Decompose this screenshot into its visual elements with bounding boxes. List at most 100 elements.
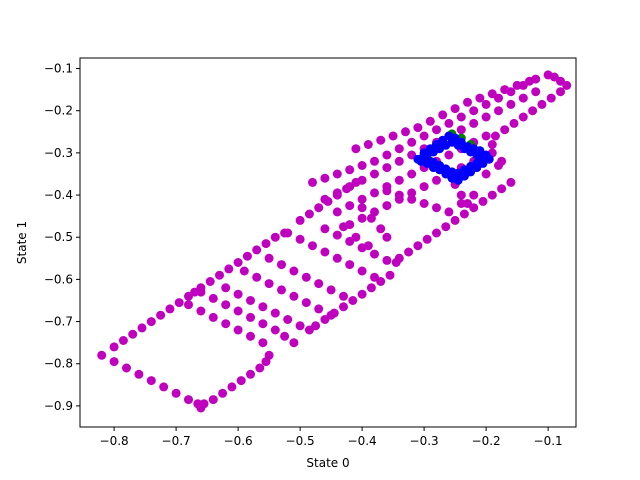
y-tick-label: −0.6 — [44, 272, 73, 286]
scatter-point — [481, 169, 491, 179]
scatter-point — [196, 283, 206, 293]
scatter-point — [444, 150, 454, 160]
scatter-point — [525, 76, 534, 86]
scatter-point — [376, 135, 386, 145]
scatter-point — [239, 266, 249, 276]
scatter-point — [242, 251, 252, 261]
scatter-point — [432, 203, 441, 213]
scatter-point — [444, 207, 454, 217]
scatter-point — [351, 144, 361, 154]
scatter-point — [556, 87, 565, 97]
scatter-point — [109, 342, 119, 352]
scatter-point — [370, 156, 379, 166]
scatter-point — [184, 300, 193, 310]
scatter-point — [419, 182, 429, 192]
scatter-point — [450, 215, 460, 225]
scatter-point — [339, 302, 348, 312]
y-tick-label: −0.5 — [44, 230, 73, 244]
scatter-point — [283, 228, 293, 238]
scatter-point — [413, 123, 423, 133]
scatter-point — [184, 395, 193, 405]
scatter-point — [413, 241, 423, 251]
scatter-point — [370, 249, 379, 259]
scatter-point — [506, 99, 516, 109]
scatter-point — [122, 363, 131, 373]
scatter-point — [357, 203, 367, 213]
scatter-point — [320, 224, 330, 234]
y-axis: −0.9 −0.8 −0.7 −0.6 −0.5 −0.4 −0.3 −0.2 −0.1 — [44, 62, 80, 413]
scatter-point — [109, 357, 119, 367]
scatter-point — [419, 199, 429, 208]
scatter-point — [196, 306, 206, 316]
scatter-point — [456, 125, 466, 135]
scatter-point — [382, 150, 392, 160]
scatter-point — [481, 99, 491, 109]
scatter-point — [422, 234, 432, 244]
scatter-point — [357, 194, 367, 204]
scatter-point — [246, 296, 255, 305]
scatter-point — [528, 106, 538, 116]
scatter-point — [332, 230, 342, 240]
scatter-point — [407, 137, 417, 147]
scatter-point — [258, 302, 268, 312]
scatter-point — [441, 222, 451, 232]
scatter-point — [463, 199, 472, 208]
scatter-point — [264, 279, 274, 289]
scatter-point — [332, 169, 342, 179]
y-tick-label: −0.4 — [44, 188, 73, 202]
scatter-point — [469, 106, 479, 116]
scatter-point — [314, 279, 324, 289]
scatter-point — [199, 399, 209, 409]
y-axis-label: State 1 — [15, 221, 29, 264]
y-tick-label: −0.7 — [44, 315, 73, 329]
scatter-point — [438, 110, 448, 120]
scatter-point — [270, 308, 280, 318]
scatter-point — [401, 127, 410, 137]
scatter-point — [487, 140, 497, 149]
scatter-point — [258, 319, 268, 329]
scatter-point — [432, 125, 441, 135]
scatter-point — [332, 207, 342, 217]
scatter-point — [137, 323, 147, 333]
scatter-point — [289, 338, 299, 348]
scatter-point — [227, 382, 237, 392]
scatter-point — [345, 182, 355, 192]
scatter-point — [478, 196, 488, 206]
scatter-point — [301, 298, 311, 308]
scatter-point — [469, 118, 479, 128]
scatter-point — [246, 369, 255, 379]
scatter-point — [370, 169, 379, 179]
y-tick-label: −0.9 — [44, 399, 73, 413]
scatter-point — [339, 291, 348, 301]
scatter-point — [518, 93, 528, 103]
scatter-point — [370, 272, 379, 282]
scatter-point — [314, 304, 324, 314]
scatter-point — [537, 99, 547, 109]
scatter-point — [456, 199, 466, 208]
scatter-point — [255, 363, 265, 373]
scatter-point — [345, 260, 355, 270]
scatter-point — [165, 304, 175, 314]
scatter-point — [546, 93, 556, 103]
scatter-point — [370, 188, 379, 198]
scatter-point — [463, 97, 472, 107]
scatter-point — [481, 131, 491, 141]
scatter-point — [218, 388, 228, 398]
scatter-point — [146, 376, 156, 386]
scatter-point — [357, 213, 367, 223]
scatter-point — [394, 190, 404, 200]
scatter-point — [264, 350, 274, 360]
scatter-point — [233, 258, 243, 267]
y-tick-label: −0.8 — [44, 357, 73, 371]
y-tick-label: −0.2 — [44, 104, 73, 118]
scatter-point — [494, 161, 503, 170]
scatter-point — [308, 177, 317, 187]
scatter-point — [363, 241, 373, 251]
scatter-point — [509, 118, 519, 128]
scatter-point — [118, 336, 128, 345]
scatter-point — [518, 112, 528, 122]
scatter-point — [252, 272, 262, 282]
scatter-point — [289, 291, 299, 301]
